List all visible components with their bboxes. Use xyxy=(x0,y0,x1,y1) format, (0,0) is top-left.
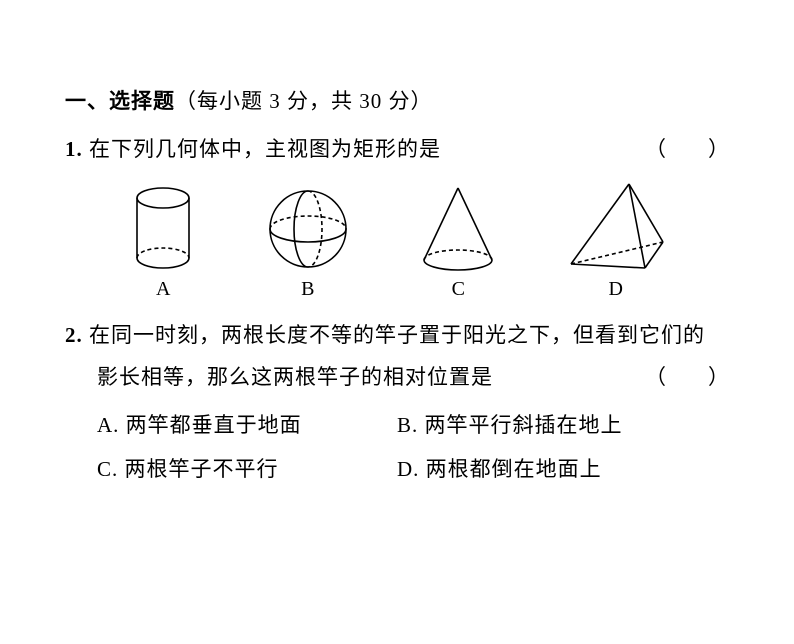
shape-D-label: D xyxy=(609,278,623,301)
q2-line1: 2. 在同一时刻，两根长度不等的竿子置于阳光之下，但看到它们的 xyxy=(65,319,729,349)
shape-B-label: B xyxy=(301,278,314,301)
q1-number: 1. xyxy=(65,137,83,161)
shape-B-cell: B xyxy=(260,184,356,301)
shape-A-label: A xyxy=(156,278,170,301)
q1-text: 1. 在下列几何体中，主视图为矩形的是 xyxy=(65,133,441,163)
section-title: 一、选择题（每小题 3 分，共 30 分） xyxy=(65,85,729,115)
page-content: 一、选择题（每小题 3 分，共 30 分） 1. 在下列几何体中，主视图为矩形的… xyxy=(0,0,794,483)
shape-A-cell: A xyxy=(123,184,203,301)
section-title-bold: 一、选择题 xyxy=(65,89,175,113)
q2-opt-C: C. 两根竿子不平行 xyxy=(97,453,397,483)
shape-C-label: C xyxy=(452,278,465,301)
q2-opt-A: A. 两竿都垂直于地面 xyxy=(97,409,397,439)
question-1: 1. 在下列几何体中，主视图为矩形的是 （ ） xyxy=(65,133,729,163)
q2-paren: （ ） xyxy=(645,361,729,391)
pyramid-icon xyxy=(561,178,671,274)
q2-options-row2: C. 两根竿子不平行 D. 两根都倒在地面上 xyxy=(65,453,729,483)
sphere-icon xyxy=(260,184,356,274)
q2-opt-D: D. 两根都倒在地面上 xyxy=(397,453,602,483)
shapes-row: A B C xyxy=(95,178,699,301)
q2-number: 2. xyxy=(65,323,83,347)
q2-line2: 影长相等，那么这两根竿子的相对位置是 （ ） xyxy=(65,361,729,391)
q1-paren: （ ） xyxy=(645,133,729,163)
q2-opt-B: B. 两竿平行斜插在地上 xyxy=(397,409,623,439)
question-2: 2. 在同一时刻，两根长度不等的竿子置于阳光之下，但看到它们的 影长相等，那么这… xyxy=(65,319,729,483)
q2-options-row1: A. 两竿都垂直于地面 B. 两竿平行斜插在地上 xyxy=(65,409,729,439)
shape-D-cell: D xyxy=(561,178,671,301)
cylinder-icon xyxy=(123,184,203,274)
shape-C-cell: C xyxy=(412,182,504,301)
section-title-rest: （每小题 3 分，共 30 分） xyxy=(175,89,433,113)
cone-icon xyxy=(412,182,504,274)
